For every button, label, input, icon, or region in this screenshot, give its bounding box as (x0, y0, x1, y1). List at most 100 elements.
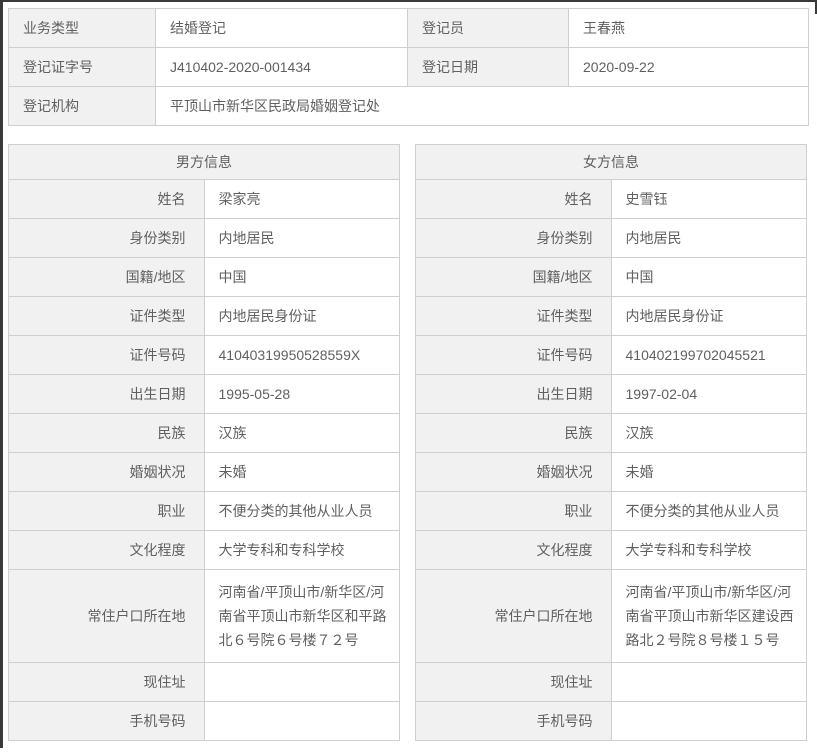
id-number-value: 41040319950528559X (203, 335, 400, 375)
field-label: 常住户口所在地 (415, 569, 612, 663)
field-label: 民族 (415, 413, 612, 453)
table-row: 证件类型 内地居民身份证 (415, 296, 807, 336)
cert-no-label: 登记证字号 (8, 47, 156, 87)
registrar-value: 王春燕 (568, 8, 809, 48)
nationality-value: 中国 (610, 257, 807, 297)
identity-type-value: 内地居民 (610, 218, 807, 258)
table-row: 证件号码 410402199702045521 (415, 335, 807, 375)
table-header-row: 女方信息 (415, 144, 807, 180)
field-label: 婚姻状况 (415, 452, 612, 492)
id-doc-type-value: 内地居民身份证 (203, 296, 400, 336)
field-label: 证件类型 (415, 296, 612, 336)
reg-date-label: 登记日期 (407, 47, 569, 87)
table-header-row: 男方信息 (8, 144, 400, 180)
education-value: 大学专科和专科学校 (610, 530, 807, 570)
table-row: 出生日期 1995-05-28 (8, 374, 400, 414)
occupation-value: 不便分类的其他从业人员 (610, 491, 807, 531)
household-address-value: 河南省/平顶山市/新华区/河南省平顶山市新华区和平路北６号院６号楼７２号 (203, 569, 400, 663)
business-type-label: 业务类型 (8, 8, 156, 48)
field-label: 手机号码 (8, 701, 205, 741)
field-label: 出生日期 (8, 374, 205, 414)
birth-date-value: 1995-05-28 (203, 374, 400, 414)
registrar-label: 登记员 (407, 8, 569, 48)
table-row: 民族 汉族 (415, 413, 807, 453)
table-row: 出生日期 1997-02-04 (415, 374, 807, 414)
field-label: 身份类别 (8, 218, 205, 258)
male-info-title: 男方信息 (8, 144, 400, 180)
table-row: 文化程度 大学专科和专科学校 (8, 530, 400, 570)
ethnicity-value: 汉族 (203, 413, 400, 453)
household-address-value: 河南省/平顶山市/新华区/河南省平顶山市新华区建设西路北２号院８号楼１５号 (610, 569, 807, 663)
nationality-value: 中国 (203, 257, 400, 297)
marital-status-value: 未婚 (610, 452, 807, 492)
female-info-table: 女方信息 姓名 史雪钰 身份类别 内地居民 国籍/地区 中国 证件类型 内地居民… (415, 144, 807, 741)
field-label: 现住址 (415, 662, 612, 702)
name-value: 史雪钰 (610, 179, 807, 219)
window-edge-top (0, 0, 817, 2)
field-label: 职业 (415, 491, 612, 531)
table-row: 国籍/地区 中国 (8, 257, 400, 297)
org-label: 登记机构 (8, 86, 156, 126)
table-row: 姓名 梁家亮 (8, 179, 400, 219)
field-label: 文化程度 (8, 530, 205, 570)
table-row: 婚姻状况 未婚 (8, 452, 400, 492)
table-row: 职业 不便分类的其他从业人员 (8, 491, 400, 531)
mobile-number-value (203, 701, 400, 741)
field-label: 现住址 (8, 662, 205, 702)
marriage-registration-record: 业务类型 结婚登记 登记员 王春燕 登记证字号 J410402-2020-001… (8, 8, 809, 741)
business-type-value: 结婚登记 (155, 8, 408, 48)
person-info-section: 男方信息 姓名 梁家亮 身份类别 内地居民 国籍/地区 中国 证件类型 内地居民… (8, 144, 808, 741)
registration-table: 业务类型 结婚登记 登记员 王春燕 登记证字号 J410402-2020-001… (8, 8, 809, 126)
identity-type-value: 内地居民 (203, 218, 400, 258)
current-address-value (610, 662, 807, 702)
table-row: 手机号码 (8, 701, 400, 741)
female-info-title: 女方信息 (415, 144, 807, 180)
table-row: 文化程度 大学专科和专科学校 (415, 530, 807, 570)
field-label: 证件号码 (8, 335, 205, 375)
table-row: 职业 不便分类的其他从业人员 (415, 491, 807, 531)
education-value: 大学专科和专科学校 (203, 530, 400, 570)
table-row: 民族 汉族 (8, 413, 400, 453)
table-row: 婚姻状况 未婚 (415, 452, 807, 492)
ethnicity-value: 汉族 (610, 413, 807, 453)
field-label: 姓名 (8, 179, 205, 219)
table-row: 证件类型 内地居民身份证 (8, 296, 400, 336)
table-row: 常住户口所在地 河南省/平顶山市/新华区/河南省平顶山市新华区建设西路北２号院８… (415, 569, 807, 663)
field-label: 国籍/地区 (8, 257, 205, 297)
table-row: 证件号码 41040319950528559X (8, 335, 400, 375)
window-edge-left (0, 0, 3, 748)
table-row: 常住户口所在地 河南省/平顶山市/新华区/河南省平顶山市新华区和平路北６号院６号… (8, 569, 400, 663)
field-label: 证件类型 (8, 296, 205, 336)
occupation-value: 不便分类的其他从业人员 (203, 491, 400, 531)
field-label: 身份类别 (415, 218, 612, 258)
window-edge-right (815, 0, 817, 14)
mobile-number-value (610, 701, 807, 741)
name-value: 梁家亮 (203, 179, 400, 219)
current-address-value (203, 662, 400, 702)
table-row: 登记证字号 J410402-2020-001434 登记日期 2020-09-2… (8, 47, 809, 87)
marital-status-value: 未婚 (203, 452, 400, 492)
table-row: 业务类型 结婚登记 登记员 王春燕 (8, 8, 809, 48)
table-row: 登记机构 平顶山市新华区民政局婚姻登记处 (8, 86, 809, 126)
field-label: 常住户口所在地 (8, 569, 205, 663)
birth-date-value: 1997-02-04 (610, 374, 807, 414)
reg-date-value: 2020-09-22 (568, 47, 809, 87)
field-label: 姓名 (415, 179, 612, 219)
table-row: 现住址 (415, 662, 807, 702)
field-label: 证件号码 (415, 335, 612, 375)
field-label: 国籍/地区 (415, 257, 612, 297)
field-label: 婚姻状况 (8, 452, 205, 492)
table-row: 现住址 (8, 662, 400, 702)
cert-no-value: J410402-2020-001434 (155, 47, 408, 87)
org-value: 平顶山市新华区民政局婚姻登记处 (155, 86, 809, 126)
table-row: 国籍/地区 中国 (415, 257, 807, 297)
table-row: 手机号码 (415, 701, 807, 741)
id-doc-type-value: 内地居民身份证 (610, 296, 807, 336)
field-label: 文化程度 (415, 530, 612, 570)
table-row: 身份类别 内地居民 (415, 218, 807, 258)
field-label: 出生日期 (415, 374, 612, 414)
id-number-value: 410402199702045521 (610, 335, 807, 375)
field-label: 手机号码 (415, 701, 612, 741)
male-info-table: 男方信息 姓名 梁家亮 身份类别 内地居民 国籍/地区 中国 证件类型 内地居民… (8, 144, 400, 741)
table-row: 姓名 史雪钰 (415, 179, 807, 219)
